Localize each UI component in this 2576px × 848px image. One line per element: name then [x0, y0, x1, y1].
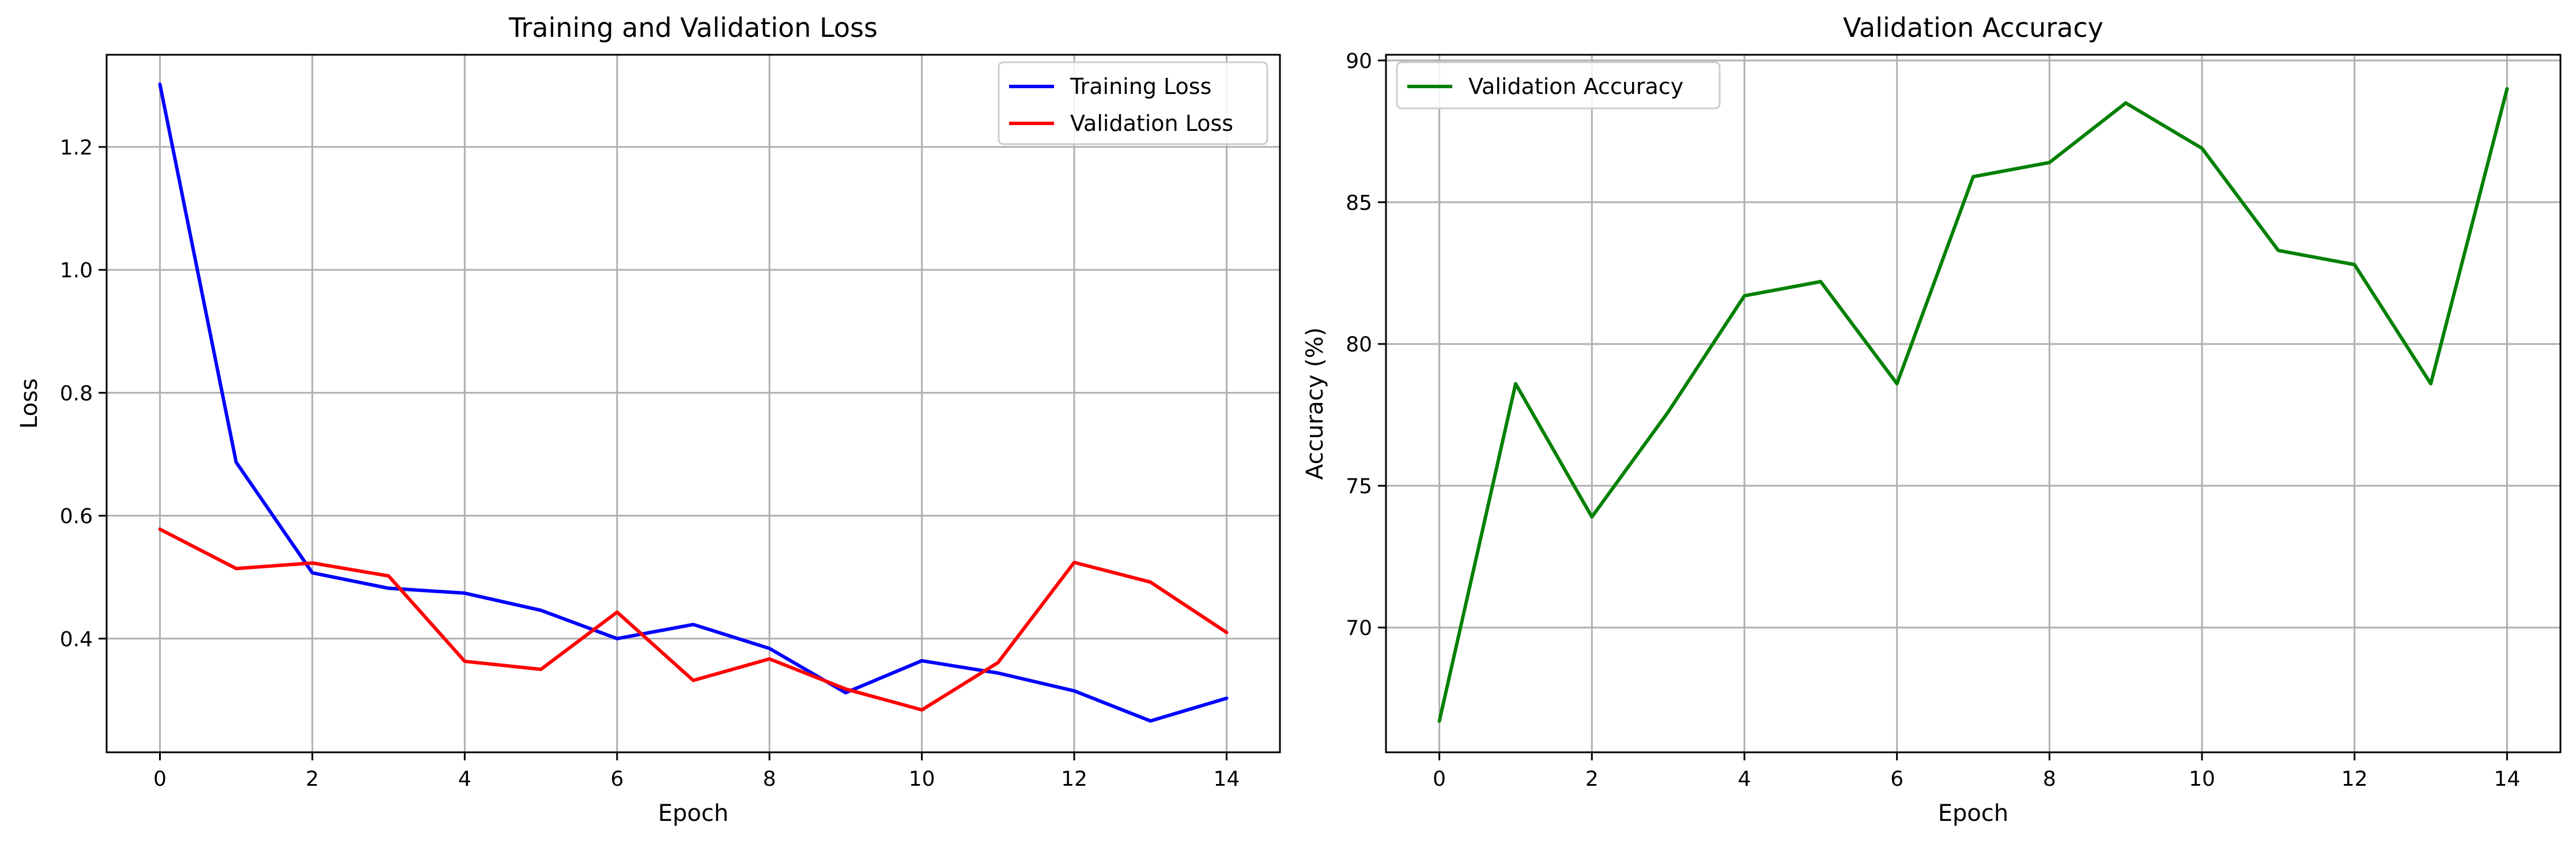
y-tick-label: 90: [1346, 50, 1372, 73]
plot-frame: [105, 54, 1281, 753]
legend-item: Validation Loss: [1009, 111, 1233, 136]
legend-box: [998, 61, 1268, 145]
y-tick-label: 80: [1346, 333, 1372, 357]
x-tick-label: 2: [1585, 767, 1599, 791]
plot-lines: [1437, 87, 2509, 723]
plot-lines: [158, 82, 1229, 723]
series-line-1: [158, 527, 1229, 712]
y-tick-label: 70: [1346, 617, 1372, 640]
legend: Training Loss Validation Loss: [998, 61, 1268, 145]
legend-label: Validation Loss: [1070, 111, 1233, 136]
y-tick-label: 0.8: [60, 382, 93, 405]
x-tick-label: 10: [2189, 767, 2215, 791]
y-tick-label: 0.4: [60, 628, 93, 651]
x-tick-label: 10: [909, 767, 935, 791]
accuracy-chart: Validation Accuracy 0 2 4 6 8 10 12 14 70 75 80 85 9…: [1302, 12, 2562, 827]
y-tick-label: 0.6: [60, 505, 93, 529]
x-tick-label: 4: [458, 767, 471, 791]
y-axis-label: Loss: [16, 378, 43, 429]
y-tick-label: 1.2: [60, 136, 93, 160]
y-tick-label: 1.0: [60, 259, 93, 282]
axis-ticks: 0 2 4 6 8 10 12 14 0.4 0.6 0.8 1.0 1.2: [60, 136, 1240, 791]
legend-box: [1396, 61, 1721, 110]
axis-ticks: 0 2 4 6 8 10 12 14 70 75 80 85 90: [1346, 50, 2520, 791]
plot-frame: [1385, 54, 2562, 753]
x-tick-label: 6: [1890, 767, 1903, 791]
chart-title: Training and Validation Loss: [508, 12, 878, 43]
x-tick-label: 8: [763, 767, 776, 791]
series-line-0: [158, 82, 1229, 723]
legend-item: Training Loss: [1009, 74, 1211, 99]
legend-label: Validation Accuracy: [1468, 74, 1683, 99]
y-axis-label: Accuracy (%): [1302, 327, 1328, 480]
x-tick-label: 0: [1433, 767, 1446, 791]
legend-item: Validation Accuracy: [1407, 74, 1683, 99]
x-axis-label: Epoch: [1938, 800, 2008, 827]
series-line-0: [1437, 87, 2509, 723]
legend: Validation Accuracy: [1396, 61, 1721, 110]
y-tick-label: 85: [1346, 191, 1372, 215]
chart-title: Validation Accuracy: [1843, 12, 2103, 43]
x-tick-label: 12: [2341, 767, 2368, 791]
grid: [1386, 55, 2560, 752]
x-tick-label: 0: [153, 767, 167, 791]
loss-chart: Training and Validation Loss 0 2 4 6 8 10 12 14…: [16, 12, 1281, 827]
x-tick-label: 12: [1061, 767, 1087, 791]
x-tick-label: 14: [1214, 767, 1240, 791]
x-tick-label: 6: [610, 767, 624, 791]
grid: [107, 55, 1280, 752]
x-tick-label: 4: [1738, 767, 1751, 791]
legend-label: Training Loss: [1070, 74, 1211, 99]
x-tick-label: 14: [2494, 767, 2520, 791]
x-axis-label: Epoch: [658, 800, 728, 827]
x-tick-label: 8: [2043, 767, 2056, 791]
x-tick-label: 2: [306, 767, 319, 791]
y-tick-label: 75: [1346, 475, 1372, 499]
